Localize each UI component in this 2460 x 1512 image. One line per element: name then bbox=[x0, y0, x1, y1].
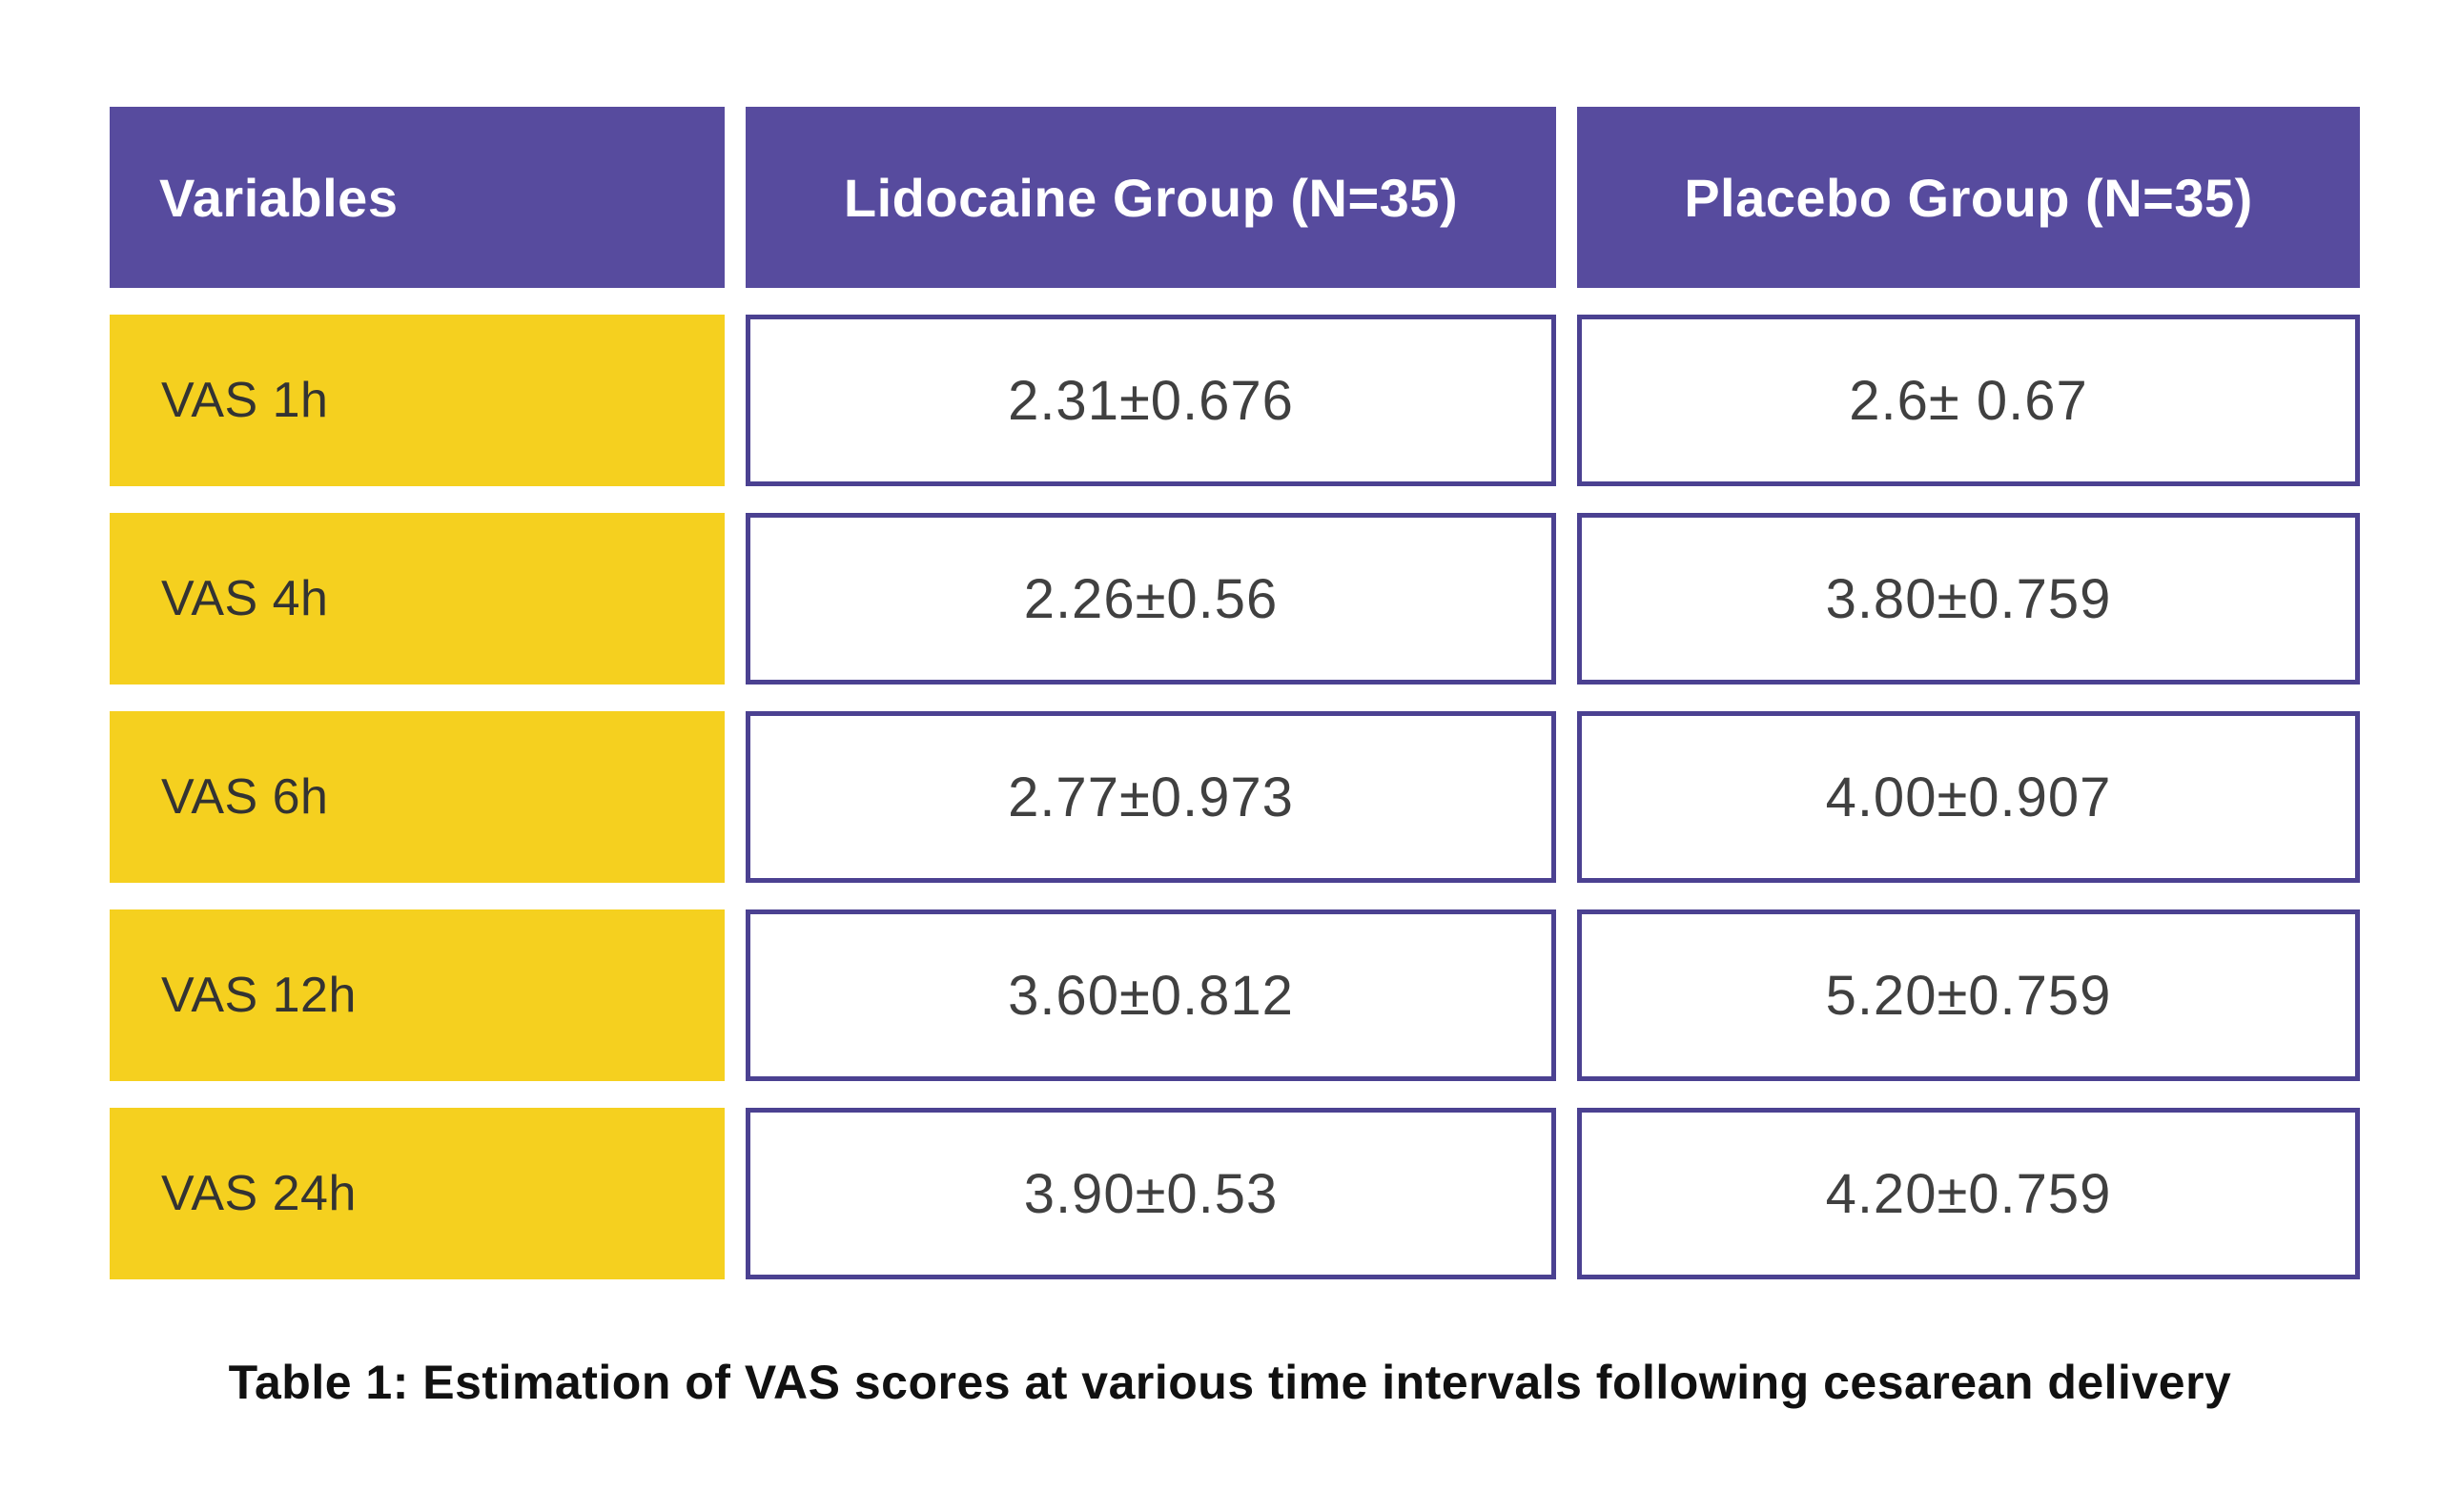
vas-table: Variables Lidocaine Group (N=35) Placebo… bbox=[110, 107, 2360, 1279]
lidocaine-value-cell: 2.77±0.973 bbox=[746, 711, 1556, 883]
placebo-value-cell: 3.80±0.759 bbox=[1577, 513, 2360, 684]
variable-cell: VAS 12h bbox=[110, 909, 725, 1081]
lidocaine-value-cell: 3.90±0.53 bbox=[746, 1108, 1556, 1279]
variable-cell: VAS 1h bbox=[110, 315, 725, 486]
placebo-value-cell: 4.20±0.759 bbox=[1577, 1108, 2360, 1279]
variable-cell: VAS 4h bbox=[110, 513, 725, 684]
placebo-value-cell: 4.00±0.907 bbox=[1577, 711, 2360, 883]
placebo-value-cell: 2.6± 0.67 bbox=[1577, 315, 2360, 486]
column-header-placebo-group: Placebo Group (N=35) bbox=[1577, 107, 2360, 288]
column-header-variables: Variables bbox=[110, 107, 725, 288]
lidocaine-value-cell: 2.31±0.676 bbox=[746, 315, 1556, 486]
placebo-value-cell: 5.20±0.759 bbox=[1577, 909, 2360, 1081]
lidocaine-value-cell: 2.26±0.56 bbox=[746, 513, 1556, 684]
variable-cell: VAS 24h bbox=[110, 1108, 725, 1279]
lidocaine-value-cell: 3.60±0.812 bbox=[746, 909, 1556, 1081]
column-header-lidocaine-group: Lidocaine Group (N=35) bbox=[746, 107, 1556, 288]
variable-cell: VAS 6h bbox=[110, 711, 725, 883]
table-caption: Table 1: Estimation of VAS scores at var… bbox=[228, 1356, 2232, 1409]
